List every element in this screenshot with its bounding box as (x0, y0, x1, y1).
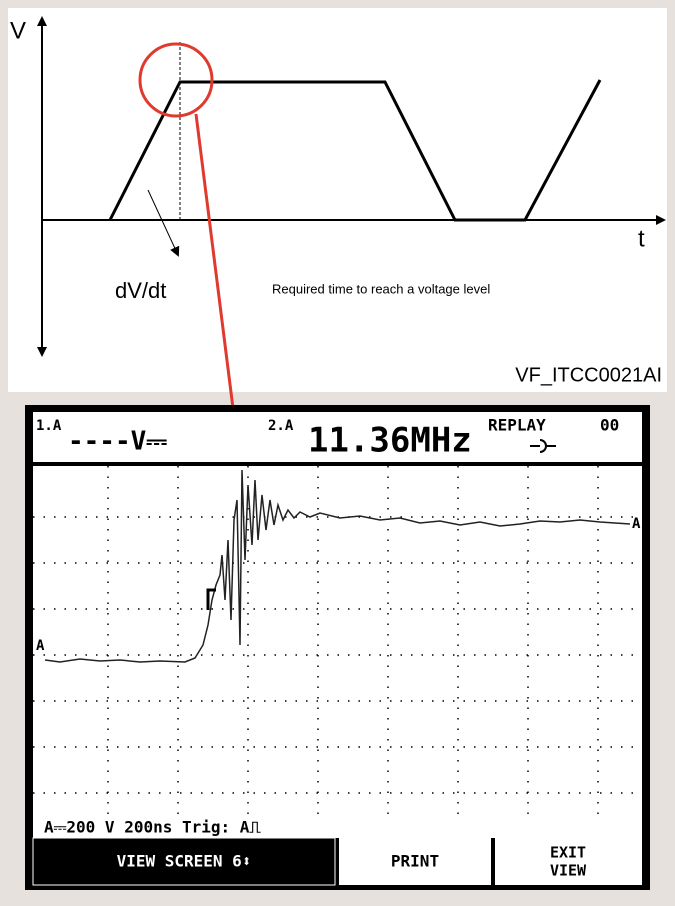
print-label[interactable]: PRINT (391, 852, 439, 871)
ch1-reading: ----V⎓ (68, 427, 167, 457)
page: V t dV/dt Required time to reach a volta… (0, 0, 675, 901)
t-label: t (638, 225, 645, 252)
view-screen-label[interactable]: VIEW SCREEN 6⬍ (117, 852, 252, 871)
exit-label[interactable]: VIEW (550, 862, 587, 880)
trace-marker-right: A (632, 516, 641, 532)
status-line: A⎓200 V 200ns Trig: A⎍ (44, 818, 261, 837)
graticule (33, 466, 642, 816)
ch1-label: 1.A (36, 418, 62, 434)
figure-id: VF_ITCC0021AI (515, 364, 662, 386)
exit-label[interactable]: EXIT (550, 844, 586, 862)
ch2-label: 2.A (268, 418, 294, 434)
v-label: V (10, 17, 26, 44)
slope-label: dV/dt (115, 278, 166, 303)
ch2-reading: 11.36MHz (308, 421, 472, 461)
mode: REPLAY (488, 416, 546, 435)
caption: Required time to reach a voltage level (272, 281, 490, 296)
mode-number: 00 (600, 416, 619, 435)
trace-marker-left: A (36, 638, 45, 654)
diagram-panel (8, 8, 667, 392)
